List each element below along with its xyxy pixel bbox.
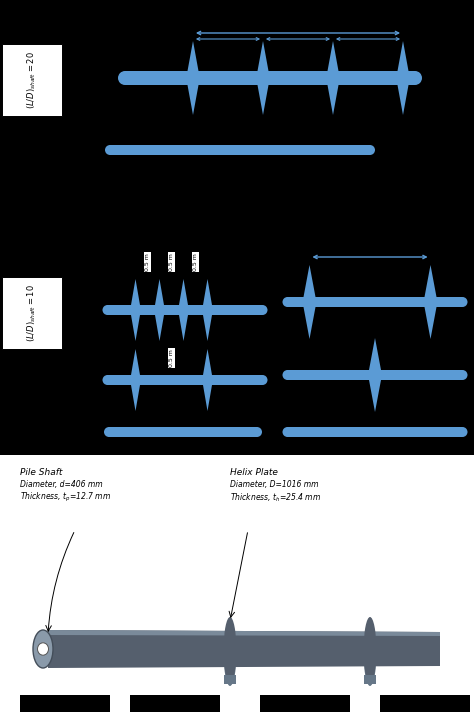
Text: 0.5 m: 0.5 m	[193, 253, 198, 271]
Polygon shape	[369, 380, 381, 412]
Bar	[108, 375, 263, 385]
Ellipse shape	[118, 71, 132, 85]
Polygon shape	[179, 315, 188, 341]
Polygon shape	[188, 41, 199, 71]
Text: $(L/D)_{shaft}=20$: $(L/D)_{shaft}=20$	[26, 51, 38, 109]
Ellipse shape	[257, 375, 267, 385]
Ellipse shape	[283, 370, 292, 380]
Text: Diameter, D=1016 mm: Diameter, D=1016 mm	[230, 480, 319, 489]
Polygon shape	[48, 630, 440, 636]
Text: 0.5 m: 0.5 m	[169, 253, 174, 271]
Polygon shape	[328, 85, 338, 115]
Ellipse shape	[408, 71, 422, 85]
Ellipse shape	[457, 370, 467, 380]
Polygon shape	[188, 85, 199, 115]
Bar	[288, 297, 463, 307]
Text: 0.5 m: 0.5 m	[145, 253, 150, 271]
Polygon shape	[425, 307, 437, 339]
Polygon shape	[425, 265, 437, 297]
Ellipse shape	[365, 145, 375, 155]
Ellipse shape	[457, 297, 467, 307]
Polygon shape	[179, 279, 188, 305]
Polygon shape	[328, 41, 338, 71]
Bar	[380, 695, 470, 712]
Polygon shape	[257, 41, 268, 71]
Bar	[260, 695, 350, 712]
Polygon shape	[131, 315, 140, 341]
Ellipse shape	[224, 620, 237, 686]
Polygon shape	[203, 279, 212, 305]
Text: Thickness, $t_p$=12.7 mm: Thickness, $t_p$=12.7 mm	[20, 491, 111, 504]
Ellipse shape	[283, 427, 292, 437]
Ellipse shape	[252, 427, 262, 437]
Polygon shape	[155, 279, 164, 305]
Polygon shape	[369, 338, 381, 370]
Polygon shape	[48, 630, 440, 668]
Polygon shape	[398, 85, 409, 115]
Bar	[224, 675, 236, 684]
Ellipse shape	[364, 620, 376, 686]
Ellipse shape	[364, 617, 376, 683]
Polygon shape	[131, 279, 140, 305]
Text: Diameter, d=406 mm: Diameter, d=406 mm	[20, 480, 103, 489]
Polygon shape	[203, 315, 212, 341]
Ellipse shape	[104, 427, 114, 437]
Bar	[110, 145, 370, 155]
Bar	[0, 455, 474, 712]
Ellipse shape	[102, 305, 112, 315]
Bar	[288, 427, 463, 437]
Bar	[130, 695, 220, 712]
FancyBboxPatch shape	[2, 44, 62, 116]
Polygon shape	[203, 349, 212, 375]
Text: Pile Shaft: Pile Shaft	[20, 468, 63, 477]
FancyBboxPatch shape	[2, 277, 62, 349]
Polygon shape	[155, 315, 164, 341]
Polygon shape	[131, 385, 140, 411]
Bar	[365, 675, 375, 684]
Ellipse shape	[283, 297, 292, 307]
Bar	[288, 370, 463, 380]
Polygon shape	[257, 85, 268, 115]
Text: Thickness, $t_h$=25.4 mm: Thickness, $t_h$=25.4 mm	[230, 491, 321, 503]
Text: Helix Plate: Helix Plate	[230, 468, 278, 477]
Ellipse shape	[33, 630, 53, 668]
Polygon shape	[303, 265, 316, 297]
Bar	[125, 71, 415, 85]
Bar	[109, 427, 257, 437]
Bar	[20, 695, 110, 712]
Text: 0.5 m: 0.5 m	[169, 349, 174, 367]
Ellipse shape	[102, 375, 112, 385]
Ellipse shape	[257, 305, 267, 315]
Polygon shape	[303, 307, 316, 339]
Text: $(L/D)_{shaft}=10$: $(L/D)_{shaft}=10$	[26, 284, 38, 342]
Bar	[108, 305, 263, 315]
Ellipse shape	[457, 427, 467, 437]
Ellipse shape	[37, 643, 48, 655]
Polygon shape	[203, 385, 212, 411]
Ellipse shape	[224, 617, 237, 683]
Polygon shape	[131, 349, 140, 375]
Polygon shape	[398, 41, 409, 71]
Ellipse shape	[105, 145, 115, 155]
